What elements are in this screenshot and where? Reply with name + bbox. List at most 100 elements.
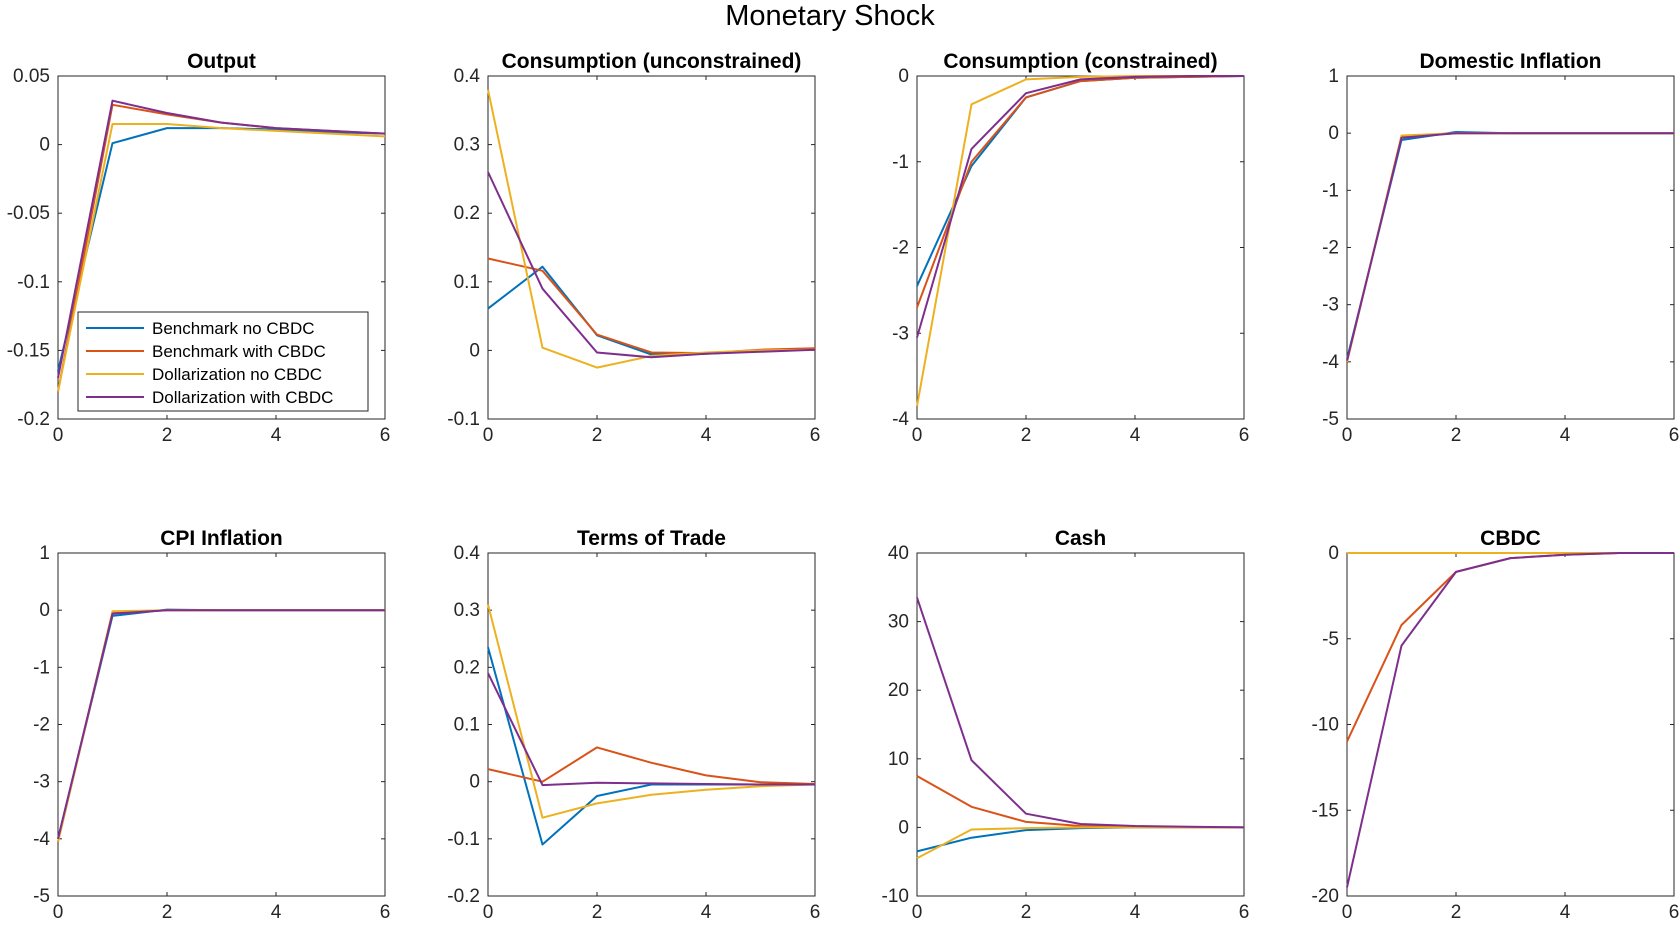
subplot-2: Consumption (unconstrained)0 2 4 6-0.100.10… (447, 50, 820, 446)
y-tick-label: -3 (892, 323, 909, 344)
subplot-4: Domestic Inflation 0 2 4 6 -5 -4 -3 -2 -1 0 1 (1322, 50, 1679, 446)
y-tick-label: 0.05 (13, 66, 50, 87)
y-tick-label: -1 (33, 657, 50, 678)
y-tick-label: 0 (39, 135, 50, 156)
subplot-grid: Output 0 2 4 6 -0.2 -0.15 -0.1 -0.05 0 0.05 Benchma… (7, 50, 1680, 923)
axes-box (57, 75, 386, 420)
y-tick-label: 0 (469, 772, 480, 793)
y-tick-label: 0.2 (454, 657, 480, 678)
x-tick-label: 6 (380, 425, 391, 446)
series-line-3 (487, 89, 816, 369)
y-tick-label: -15 (1312, 800, 1339, 821)
y-tick-label: -2 (1322, 238, 1339, 259)
y-tick-label: -0.2 (447, 886, 480, 907)
x-tick-label: 4 (271, 425, 282, 446)
x-tick-label: 2 (592, 425, 603, 446)
y-tick-label: 0.1 (454, 272, 480, 293)
subplot-1: Output 0 2 4 6 -0.2 -0.15 -0.1 -0.05 0 0.05 Benchma… (7, 50, 391, 446)
y-tick-label: -3 (33, 772, 50, 793)
y-tick-label: 0 (898, 817, 909, 838)
y-tick-label: -0.2 (17, 409, 50, 430)
y-tick-label: -1 (892, 152, 909, 173)
y-tick-label: 20 (888, 680, 909, 701)
y-tick-label: 0 (39, 600, 50, 621)
y-tick-label: 0.4 (454, 66, 481, 87)
y-tick-label: -5 (1322, 629, 1339, 650)
subplot-title: Consumption (constrained) (943, 50, 1217, 73)
series-line-4 (57, 99, 386, 378)
x-tick-label: 0 (912, 902, 923, 923)
x-tick-label: 4 (1130, 425, 1141, 446)
subplot-title: Domestic Inflation (1419, 50, 1601, 73)
series-line-4 (1346, 132, 1674, 361)
y-tick-label: -2 (33, 715, 50, 736)
y-tick-label: -0.15 (7, 340, 50, 361)
x-tick-label: 2 (1021, 425, 1032, 446)
series-line-4 (1346, 552, 1674, 888)
y-tick-label: 10 (888, 749, 909, 770)
y-tick-label: 1 (1328, 66, 1339, 87)
subplot-8: CBDC 0 2 4 6 -20 -15 -10 -5 0 (1312, 527, 1680, 923)
series-line-4 (487, 171, 816, 359)
y-tick-label: -5 (1322, 409, 1339, 430)
subplot-title: Terms of Trade (577, 527, 726, 550)
y-tick-label: -0.05 (7, 203, 50, 224)
x-tick-label: 0 (1342, 902, 1353, 923)
subplot-title: CPI Inflation (160, 527, 283, 550)
x-tick-label: 2 (1451, 902, 1462, 923)
figure-title: Monetary Shock (725, 0, 935, 32)
x-tick-label: 6 (1239, 425, 1250, 446)
x-tick-label: 0 (483, 902, 494, 923)
x-tick-label: 4 (1560, 902, 1571, 923)
y-tick-label: -10 (1312, 715, 1339, 736)
subplot-title: Consumption (unconstrained) (502, 50, 802, 73)
subplot-title: Output (187, 50, 256, 73)
legend-entry: Benchmark no CBDC (152, 319, 315, 338)
series-line-4 (916, 597, 1245, 829)
x-tick-label: 0 (53, 425, 64, 446)
x-tick-label: 2 (592, 902, 603, 923)
y-tick-label: 0 (898, 66, 909, 87)
y-tick-label: 0 (1328, 123, 1339, 144)
x-tick-label: 0 (53, 902, 64, 923)
y-tick-label: 0.4 (454, 543, 481, 564)
x-tick-label: 2 (162, 425, 173, 446)
subplot-3: Consumption (constrained) 0 2 4 6 -4 -3 -2 -1 0 (892, 50, 1249, 446)
x-tick-label: 0 (912, 425, 923, 446)
x-tick-label: 0 (1342, 425, 1353, 446)
x-tick-label: 2 (162, 902, 173, 923)
series-line-2 (487, 746, 816, 785)
y-tick-label: 1 (39, 543, 50, 564)
legend-entry: Benchmark with CBDC (152, 342, 326, 361)
legend: Benchmark no CBDC Benchmark with CBDC Doll… (77, 311, 369, 412)
x-tick-label: 2 (1451, 425, 1462, 446)
legend-entry: Dollarization with CBDC (152, 388, 333, 407)
y-tick-label: 40 (888, 543, 909, 564)
axes-box (487, 75, 816, 420)
y-tick-label: -5 (33, 886, 50, 907)
y-tick-label: 30 (888, 612, 909, 633)
y-tick-label: -0.1 (17, 272, 50, 293)
subplot-5: CPI Inflation 0 2 4 6 -5 -4 -3 -2 -1 0 1 (33, 527, 390, 923)
y-tick-label: -1 (1322, 180, 1339, 201)
y-tick-label: -0.1 (447, 829, 480, 850)
y-tick-label: 0.3 (454, 600, 480, 621)
y-tick-label: -20 (1312, 886, 1339, 907)
x-tick-label: 6 (1239, 902, 1250, 923)
y-tick-label: -2 (892, 238, 909, 259)
subplot-title: CBDC (1480, 527, 1541, 550)
subplot-6: Terms of Trade 0 2 4 6 -0.2 -0.1 0 0.1 0.2 0.3 0.4 (447, 527, 820, 923)
x-tick-label: 0 (483, 425, 494, 446)
axes-box (916, 552, 1245, 897)
y-tick-label: -10 (882, 886, 909, 907)
series-line-4 (487, 672, 815, 787)
x-tick-label: 4 (701, 425, 712, 446)
y-tick-label: -0.1 (447, 409, 480, 430)
y-tick-label: 0.2 (454, 203, 480, 224)
legend-entry: Dollarization no CBDC (152, 365, 322, 384)
x-tick-label: 4 (271, 902, 282, 923)
y-tick-label: -4 (1322, 352, 1339, 373)
x-tick-label: 4 (1560, 425, 1571, 446)
